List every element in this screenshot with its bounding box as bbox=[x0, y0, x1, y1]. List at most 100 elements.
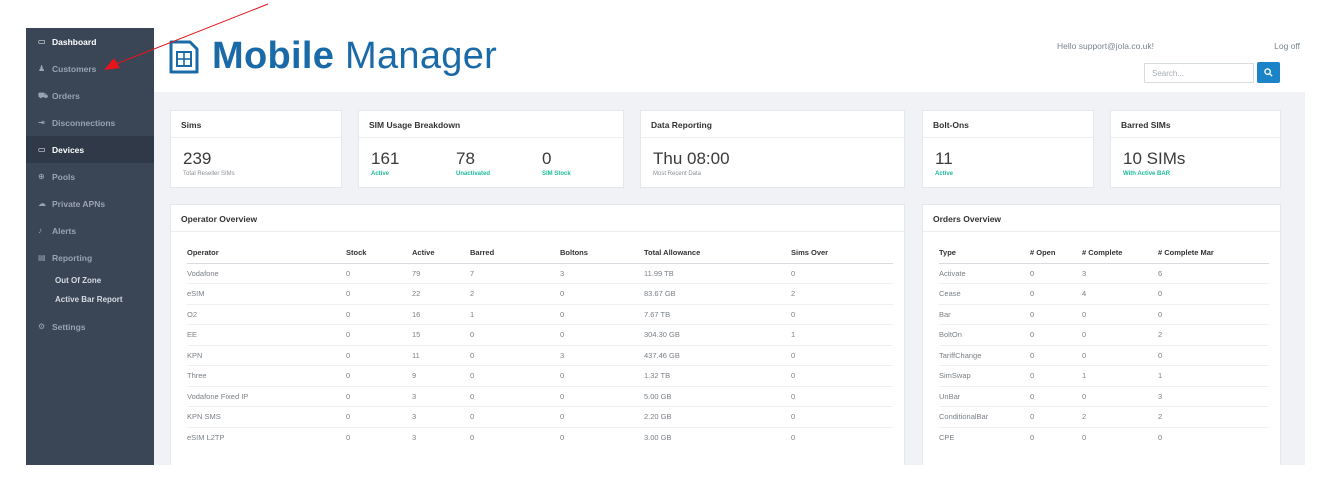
table-cell: EE bbox=[187, 324, 346, 346]
table-cell: 2 bbox=[470, 283, 560, 305]
table-cell: 0 bbox=[1082, 386, 1158, 407]
table-cell: 0 bbox=[470, 386, 560, 407]
table-cell: 0 bbox=[470, 324, 560, 346]
table-cell: 0 bbox=[346, 304, 412, 325]
sidebar-item-devices[interactable]: ▭ Devices bbox=[26, 136, 154, 163]
column-header: Stock bbox=[346, 243, 412, 264]
table-row: eSIM L2TP 0 3 0 0 3.00 GB 0 bbox=[187, 427, 893, 448]
logoff-link[interactable]: Log off bbox=[1274, 41, 1300, 51]
table-cell: 0 bbox=[1030, 365, 1082, 387]
card-title: Operator Overview bbox=[171, 205, 904, 232]
search-button[interactable] bbox=[1257, 62, 1280, 83]
column-header: Boltons bbox=[560, 243, 644, 264]
sidebar-item-disconnections[interactable]: ⇥ Disconnections bbox=[26, 109, 154, 136]
sidebar-subitem-out-of-zone[interactable]: Out Of Zone bbox=[55, 276, 102, 285]
stat-value: 78 bbox=[456, 149, 475, 168]
stat-label: SIM Stock bbox=[542, 171, 571, 177]
orders-table: Type # Open # Complete # Complete Mar Activ… bbox=[939, 243, 1269, 448]
sidebar-item-private-apns[interactable]: ☁ Private APNs bbox=[26, 190, 154, 217]
user-icon: ♟ bbox=[38, 64, 46, 73]
logo: Mobile Manager bbox=[168, 35, 497, 78]
column-header: # Complete bbox=[1082, 243, 1158, 264]
table-cell: 0 bbox=[791, 304, 893, 325]
table-cell: 0 bbox=[560, 304, 644, 325]
cloud-icon: ☁ bbox=[38, 199, 46, 208]
table-cell: 0 bbox=[1158, 304, 1269, 325]
table-cell: 0 bbox=[791, 433, 796, 442]
sidebar-item-label: Disconnections bbox=[52, 117, 116, 128]
sidebar-item-reporting[interactable]: ▤ Reporting bbox=[26, 244, 154, 271]
sidebar-item-orders[interactable]: ⛟ Orders bbox=[26, 82, 154, 109]
sidebar-item-settings[interactable]: ⚙ Settings bbox=[26, 313, 154, 340]
table-cell: 0 bbox=[560, 365, 644, 387]
sidebar-item-pools[interactable]: ⊕ Pools bbox=[26, 163, 154, 190]
table-cell: 0 bbox=[560, 433, 565, 442]
table-row: CPE 0 0 0 bbox=[939, 427, 1269, 448]
table-cell: O2 bbox=[187, 304, 346, 325]
column-header: # Complete Mar bbox=[1158, 243, 1269, 264]
table-cell: BoltOn bbox=[939, 324, 1030, 346]
laptop-icon: ▭ bbox=[38, 37, 46, 46]
search-input[interactable] bbox=[1144, 63, 1254, 83]
table-cell: 0 bbox=[1082, 304, 1158, 325]
table-cell: 1 bbox=[1158, 365, 1269, 387]
table-cell: 3 bbox=[1082, 263, 1158, 284]
table-cell: KPN bbox=[187, 345, 346, 366]
table-cell: SimSwap bbox=[939, 365, 1030, 387]
table-cell: 0 bbox=[791, 263, 893, 284]
table-header-row: Operator Stock Active Barred Boltons Total Al… bbox=[187, 243, 893, 264]
stat-label: Most Recent Data bbox=[653, 171, 702, 177]
table-row: Cease 0 4 0 bbox=[939, 283, 1269, 305]
table-row: eSIM 0 22 2 0 83.67 GB 2 bbox=[187, 283, 893, 305]
table-cell: 0 bbox=[346, 386, 412, 407]
table-cell: 1 bbox=[791, 324, 893, 346]
sidebar-item-label: Reporting bbox=[52, 252, 93, 263]
table-cell: 2 bbox=[1158, 324, 1269, 346]
table-cell: 9 bbox=[412, 365, 470, 387]
table-cell: Three bbox=[187, 365, 346, 387]
column-header: Barred bbox=[470, 243, 560, 264]
table-cell: 0 bbox=[560, 406, 644, 428]
sign-out-icon: ⇥ bbox=[38, 118, 45, 127]
table-cell: 0 bbox=[1030, 386, 1082, 407]
table-cell: CPE bbox=[939, 433, 955, 442]
stat-label: Unactivated bbox=[456, 171, 491, 177]
table-cell: 1.32 TB bbox=[644, 365, 791, 387]
boltons-card: Bolt-Ons 11 Active bbox=[922, 110, 1094, 188]
table-cell: 0 bbox=[560, 283, 644, 305]
table-cell: 0 bbox=[791, 345, 893, 366]
table-row: Vodafone 0 79 7 3 11.99 TB 0 bbox=[187, 263, 893, 284]
sidebar-item-dashboard[interactable]: ▭ Dashboard bbox=[26, 28, 154, 55]
table-cell: 83.67 GB bbox=[644, 283, 791, 305]
table-cell: 0 bbox=[470, 345, 560, 366]
table-cell: ConditionalBar bbox=[939, 406, 1030, 428]
stat-value: Thu 08:00 bbox=[653, 149, 730, 168]
table-cell: 6 bbox=[1158, 263, 1269, 284]
sidebar: ▭ Dashboard ♟ Customers ⛟ Orders ⇥ Disconnectio… bbox=[26, 28, 154, 465]
table-cell: 0 bbox=[1030, 345, 1082, 366]
column-header: Active bbox=[412, 243, 470, 264]
sidebar-item-label: Customers bbox=[52, 63, 97, 74]
usage-stat-active: 161 Active bbox=[371, 149, 399, 177]
table-cell: Activate bbox=[939, 263, 1030, 284]
table-cell: 1 bbox=[1082, 365, 1158, 387]
dashboard-content: Sims 239 Total Reseller SIMs SIM Usage B… bbox=[154, 92, 1305, 465]
table-cell: 0 bbox=[1082, 324, 1158, 346]
table-cell: 0 bbox=[1158, 433, 1163, 442]
sidebar-item-alerts[interactable]: ♪ Alerts bbox=[26, 217, 154, 244]
table-cell: 3 bbox=[412, 433, 417, 442]
orders-overview-card: Orders Overview Type # Open # Complete # Co… bbox=[922, 204, 1281, 465]
table-cell: 0 bbox=[470, 433, 475, 442]
sidebar-subitem-active-bar-report[interactable]: Active Bar Report bbox=[55, 295, 123, 304]
table-cell: 304.30 GB bbox=[644, 324, 791, 346]
table-cell: 0 bbox=[1030, 263, 1082, 284]
table-cell: Vodafone Fixed IP bbox=[187, 386, 346, 407]
stat-label: With Active BAR bbox=[1123, 171, 1171, 177]
table-cell: UnBar bbox=[939, 386, 1030, 407]
table-cell: 5.00 GB bbox=[644, 386, 791, 407]
sidebar-item-customers[interactable]: ♟ Customers bbox=[26, 55, 154, 82]
table-cell: 0 bbox=[1082, 345, 1158, 366]
boltons-stat: 11 Active bbox=[935, 149, 953, 177]
table-cell: 22 bbox=[412, 283, 470, 305]
table-cell: 0 bbox=[1030, 283, 1082, 305]
